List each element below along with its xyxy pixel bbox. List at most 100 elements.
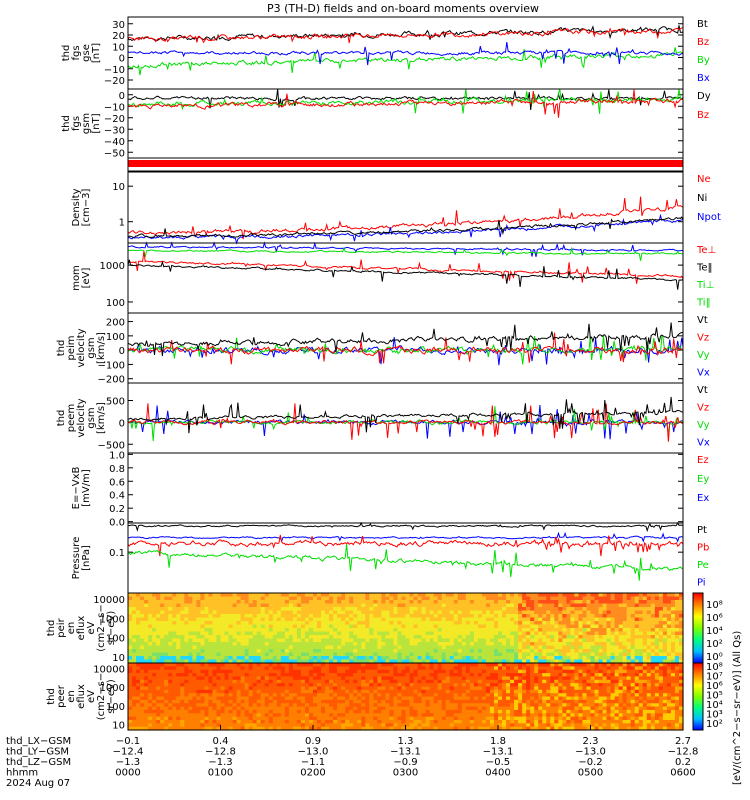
spec-cell — [429, 600, 435, 605]
spec-cell — [228, 716, 234, 721]
spec-cell — [429, 683, 435, 688]
spec-cell — [329, 716, 334, 721]
spec-cell — [260, 679, 266, 684]
spec-cell — [284, 631, 290, 636]
spec-cell — [417, 635, 423, 640]
spec-cell — [477, 696, 483, 701]
spec-cell — [353, 600, 358, 605]
spec-cell — [152, 617, 157, 622]
spec-cell — [538, 656, 543, 661]
spec-cell — [240, 642, 246, 647]
spec-cell — [477, 679, 483, 684]
spec-cell — [208, 663, 214, 667]
spec-cell — [248, 635, 254, 640]
spec-cell — [634, 631, 640, 636]
spec-cell — [606, 635, 612, 640]
spec-cell — [437, 603, 443, 608]
spec-cell — [405, 723, 411, 728]
spec-cell — [224, 659, 230, 664]
spec-cell — [192, 716, 197, 721]
spec-cell — [622, 617, 628, 622]
spec-cell — [365, 656, 370, 661]
spec-cell — [421, 652, 427, 657]
spec-cell — [598, 596, 604, 601]
spec-cell — [425, 676, 431, 681]
spec-cell — [325, 610, 330, 615]
spec-cell — [514, 649, 519, 654]
spec-cell — [349, 673, 354, 677]
spec-cell — [429, 607, 435, 612]
spec-cell — [304, 603, 310, 608]
spec-cell — [272, 703, 278, 708]
spec-cell — [365, 706, 370, 711]
spec-cell — [272, 723, 278, 728]
spec-cell — [156, 693, 161, 698]
spec-cell — [421, 642, 427, 647]
spec-cell — [357, 683, 362, 688]
spec-cell — [489, 610, 495, 615]
spec-cell — [598, 593, 604, 598]
spec-cell — [300, 683, 306, 688]
spec-cell — [300, 642, 306, 647]
spec-cell — [381, 679, 386, 684]
spec-cell — [506, 673, 511, 677]
spec-cell — [397, 638, 403, 643]
spec-cell — [618, 631, 624, 636]
spec-cell — [220, 686, 226, 691]
spec-cell — [469, 693, 475, 698]
spec-cell — [160, 689, 165, 694]
spec-cell — [514, 669, 519, 674]
spec-cell — [156, 666, 161, 671]
spec-cell — [465, 614, 471, 619]
spec-cell — [457, 617, 463, 622]
spec-cell — [244, 669, 250, 674]
spec-cell — [618, 642, 624, 647]
spec-cell — [349, 621, 354, 626]
spec-cell — [256, 624, 262, 629]
spec-cell — [518, 673, 523, 677]
spec-cell — [268, 726, 274, 731]
spec-cell — [172, 689, 177, 694]
spec-cell — [506, 703, 511, 708]
spec-cell — [441, 713, 447, 718]
spec-cell — [373, 683, 378, 688]
spec-cell — [132, 645, 137, 650]
spec-cell — [385, 649, 391, 654]
spec-cell — [304, 610, 310, 615]
spec-cell — [453, 617, 459, 622]
spec-cell — [313, 652, 318, 657]
spec-cell — [558, 596, 563, 601]
spec-cell — [361, 656, 366, 661]
spec-cell — [216, 656, 222, 661]
spec-cell — [590, 593, 596, 598]
spec-cell — [481, 659, 487, 664]
spec-cell — [228, 689, 234, 694]
spec-cell — [228, 713, 234, 718]
spec-cell — [445, 709, 451, 714]
spec-cell — [566, 617, 571, 622]
spec-cell — [200, 652, 206, 657]
spec-cell — [598, 607, 604, 612]
spec-cell — [220, 663, 226, 667]
spec-cell — [353, 628, 358, 633]
spec-cell — [196, 673, 201, 677]
spec-cell — [405, 696, 411, 701]
spec-cell — [678, 603, 684, 608]
spec-cell — [441, 673, 447, 677]
spec-cell — [409, 638, 415, 643]
spec-cell — [385, 600, 391, 605]
spec-cell — [224, 693, 230, 698]
spec-cell — [317, 645, 322, 650]
spec-cell — [337, 689, 342, 694]
spec-cell — [650, 638, 656, 643]
spec-cell — [256, 716, 262, 721]
spec-cell — [329, 666, 334, 671]
spec-cell — [429, 621, 435, 626]
spec-cell — [304, 642, 310, 647]
ytick-label-p10-3: 10 — [112, 653, 125, 664]
spec-cell — [566, 638, 571, 643]
spec-cell — [232, 686, 238, 691]
spec-cell — [502, 649, 507, 654]
spec-cell — [264, 610, 270, 615]
spec-cell — [518, 689, 523, 694]
